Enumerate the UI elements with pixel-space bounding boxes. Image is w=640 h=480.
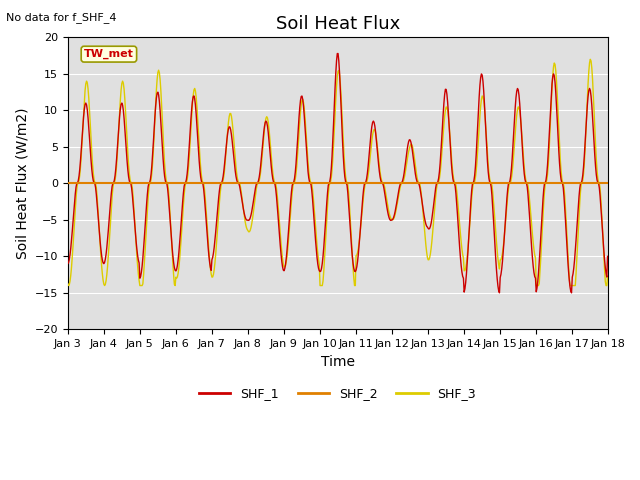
X-axis label: Time: Time	[321, 355, 355, 369]
Y-axis label: Soil Heat Flux (W/m2): Soil Heat Flux (W/m2)	[15, 108, 29, 259]
Title: Soil Heat Flux: Soil Heat Flux	[276, 15, 400, 33]
Text: TW_met: TW_met	[84, 49, 134, 60]
Legend: SHF_1, SHF_2, SHF_3: SHF_1, SHF_2, SHF_3	[194, 382, 481, 405]
Text: No data for f_SHF_4: No data for f_SHF_4	[6, 12, 117, 23]
